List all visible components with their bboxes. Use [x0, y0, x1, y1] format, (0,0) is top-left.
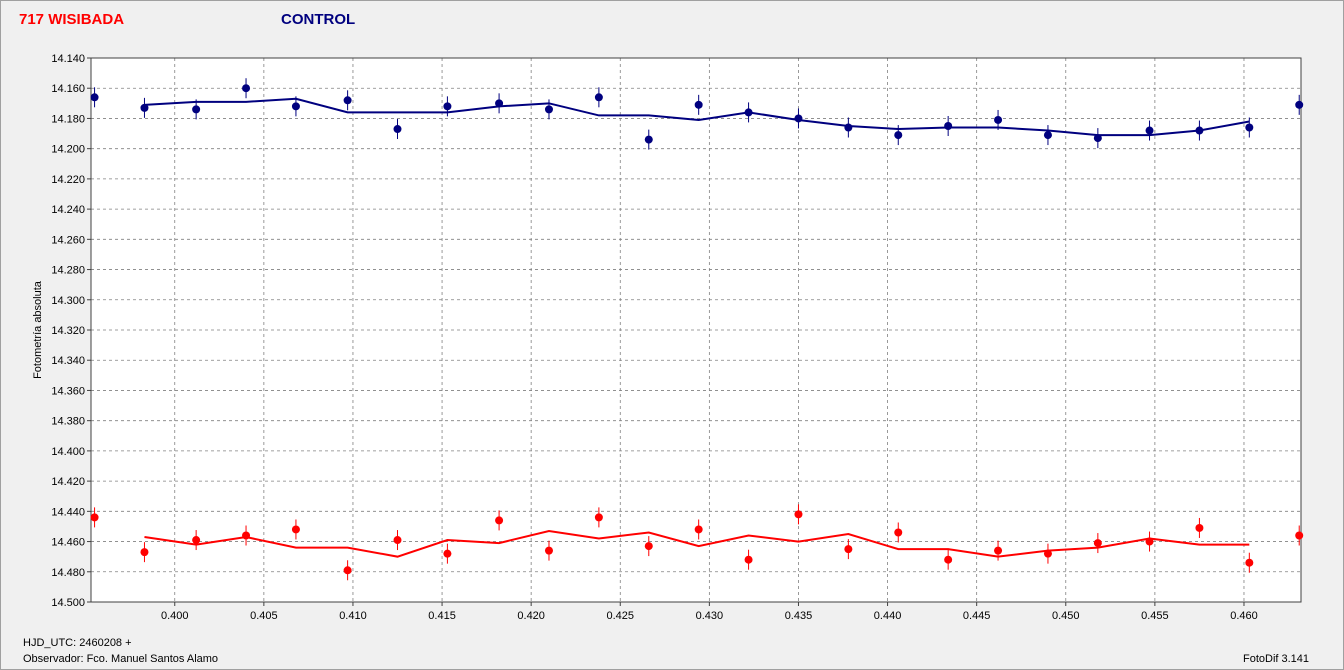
x-tick-label: 0.410 [339, 610, 367, 622]
data-point [694, 100, 703, 109]
hjd-label: HJD_UTC: 2460208 + [23, 637, 132, 649]
data-point [1195, 126, 1204, 135]
x-tick-label: 0.450 [1052, 610, 1080, 622]
data-point [1295, 100, 1304, 109]
data-point [944, 122, 953, 130]
data-point [844, 545, 853, 554]
data-point [242, 84, 251, 93]
data-point [192, 536, 201, 545]
y-tick-label: 14.360 [51, 385, 85, 397]
y-tick-label: 14.480 [51, 567, 85, 579]
target-series [90, 504, 1304, 581]
data-point [291, 102, 300, 111]
y-tick-label: 14.280 [51, 265, 85, 277]
data-point [1195, 523, 1204, 532]
data-point [140, 548, 149, 557]
data-point [291, 525, 300, 534]
y-tick-label: 14.160 [51, 83, 85, 95]
data-point [1295, 531, 1304, 540]
data-point [90, 513, 99, 522]
y-tick-label: 14.180 [51, 113, 85, 125]
y-axis-ticks: 14.140 14.160 14.180 14.200 14.220 14.240 14.2… [51, 53, 91, 609]
y-tick-label: 14.260 [51, 234, 85, 246]
y-tick-label: 14.300 [51, 295, 85, 307]
series-layer [90, 78, 1304, 581]
grid-lines [91, 58, 1301, 602]
data-point [443, 102, 452, 111]
data-point [443, 549, 452, 558]
data-point [1043, 131, 1052, 140]
data-point [894, 528, 903, 537]
software-label: FotoDif 3.141 [1243, 653, 1310, 665]
x-tick-label: 0.430 [696, 610, 724, 622]
data-point [343, 566, 352, 575]
data-point [994, 546, 1003, 555]
data-point [140, 103, 149, 112]
data-point [544, 105, 553, 114]
x-tick-label: 0.420 [517, 610, 545, 622]
series-line [144, 97, 1250, 137]
data-point [393, 125, 402, 134]
x-tick-label: 0.445 [963, 610, 991, 622]
observer-label: Observador: Fco. Manuel Santos Alamo [23, 653, 219, 665]
data-point [1145, 126, 1154, 135]
legend-control-label: CONTROL [281, 11, 356, 28]
data-point [192, 105, 201, 114]
x-axis-ticks: 0.400 0.405 0.410 0.415 0.420 0.425 0.430 0.435… [161, 602, 1258, 622]
data-point [90, 93, 99, 102]
legend-target-label: 717 WISIBADA [19, 11, 125, 28]
x-tick-label: 0.425 [606, 610, 634, 622]
data-point [794, 510, 803, 519]
data-point [1093, 134, 1102, 143]
data-point [1245, 123, 1254, 132]
x-tick-label: 0.440 [874, 610, 902, 622]
data-point [495, 516, 504, 525]
x-tick-label: 0.415 [428, 610, 456, 622]
y-tick-label: 14.420 [51, 476, 85, 488]
data-point [844, 123, 853, 132]
data-point [694, 525, 703, 534]
data-point [544, 546, 553, 555]
data-point [994, 115, 1003, 124]
data-point [594, 93, 603, 102]
x-tick-label: 0.455 [1141, 610, 1169, 622]
data-point [1043, 549, 1052, 558]
data-point [744, 555, 753, 564]
y-tick-label: 14.220 [51, 174, 85, 186]
y-tick-label: 14.340 [51, 355, 85, 367]
series-line [144, 529, 1250, 558]
data-point [744, 108, 753, 117]
y-tick-label: 14.400 [51, 446, 85, 458]
x-tick-label: 0.400 [161, 610, 189, 622]
y-tick-label: 14.500 [51, 597, 85, 609]
data-point [1145, 537, 1154, 546]
x-tick-label: 0.405 [250, 610, 278, 622]
data-point [242, 531, 251, 540]
data-point [343, 96, 352, 105]
y-tick-label: 14.320 [51, 325, 85, 337]
data-point [894, 131, 903, 140]
data-point [794, 114, 803, 123]
y-tick-label: 14.380 [51, 416, 85, 428]
data-point [644, 135, 653, 144]
y-tick-label: 14.440 [51, 506, 85, 518]
y-tick-label: 14.140 [51, 53, 85, 65]
data-point [1093, 539, 1102, 548]
data-point [1245, 558, 1254, 567]
y-axis-label: Fotometría absoluta [32, 280, 44, 379]
x-tick-label: 0.435 [785, 610, 813, 622]
y-tick-label: 14.240 [51, 204, 85, 216]
data-point [644, 542, 653, 551]
data-point [594, 513, 603, 522]
data-point [495, 99, 504, 108]
data-point [944, 555, 953, 564]
x-tick-label: 0.460 [1230, 610, 1258, 622]
y-tick-label: 14.200 [51, 144, 85, 156]
y-tick-label: 14.460 [51, 537, 85, 549]
control-series [90, 78, 1304, 150]
data-point [393, 536, 402, 545]
